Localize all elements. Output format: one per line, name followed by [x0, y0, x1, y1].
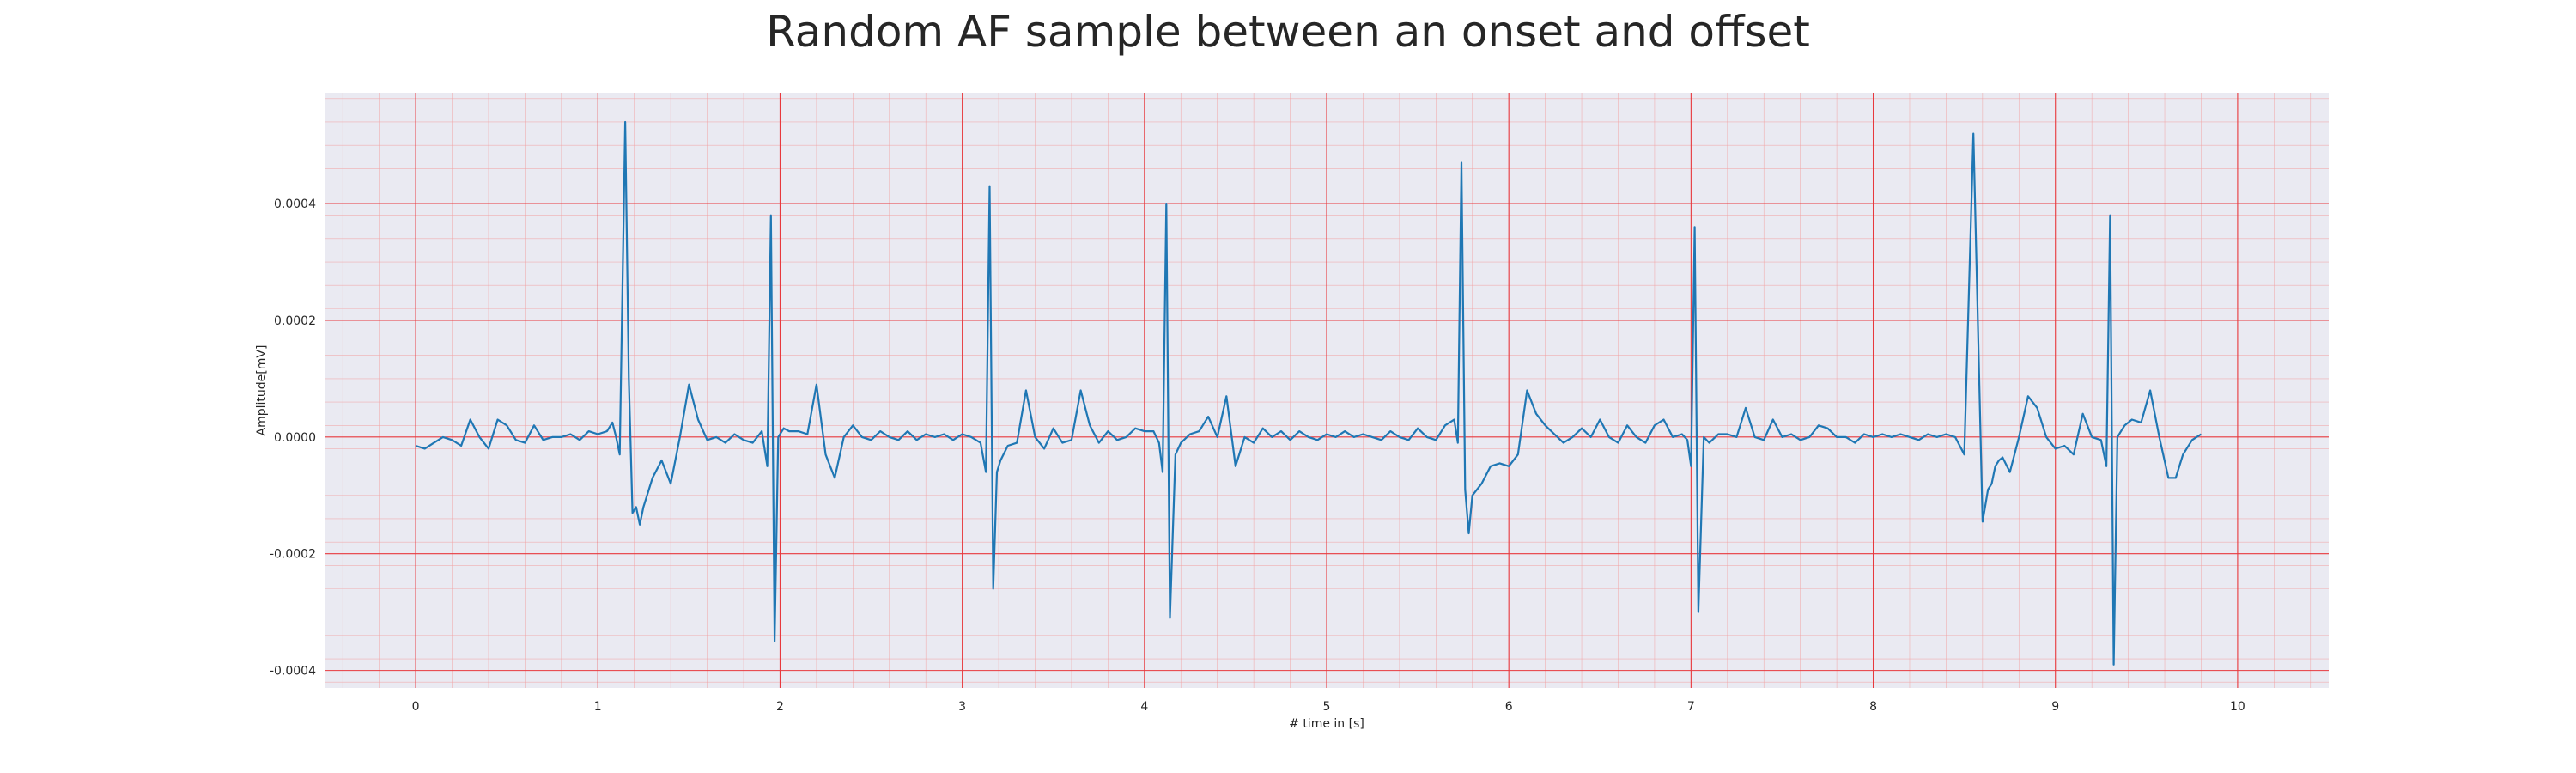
x-tick-label: 10: [2230, 700, 2245, 714]
ecg-series-line: [415, 120, 2202, 666]
x-tick-label: 5: [1323, 700, 1331, 714]
y-axis-label: Amplitude[mV]: [255, 345, 269, 436]
x-tick-label: 6: [1505, 700, 1513, 714]
y-tick-label: 0.0002: [274, 314, 316, 328]
y-tick-label: 0.0004: [274, 198, 316, 211]
x-tick-label: 7: [1687, 700, 1695, 714]
y-axis-ticks: -0.0004 -0.0002 0.0000 0.0002 0.0004: [270, 198, 316, 679]
x-axis-label: # time in [s]: [1289, 717, 1364, 731]
x-tick-label: 0: [412, 700, 420, 714]
x-tick-label: 3: [958, 700, 966, 714]
series-layer: [415, 120, 2202, 666]
y-tick-label: 0.0000: [274, 431, 316, 445]
x-tick-label: 4: [1140, 700, 1148, 714]
x-tick-label: 8: [1869, 700, 1877, 714]
chart-title: Random AF sample between an onset and of…: [766, 7, 1810, 57]
x-axis-ticks: 0 1 2 3 4 5 6 7 8 9 10: [412, 700, 2245, 714]
y-tick-label: -0.0002: [270, 548, 316, 562]
x-tick-label: 2: [776, 700, 784, 714]
x-tick-label: 1: [594, 700, 602, 714]
major-grid: [325, 93, 2329, 688]
x-tick-label: 9: [2051, 700, 2059, 714]
y-tick-label: -0.0004: [270, 665, 316, 679]
